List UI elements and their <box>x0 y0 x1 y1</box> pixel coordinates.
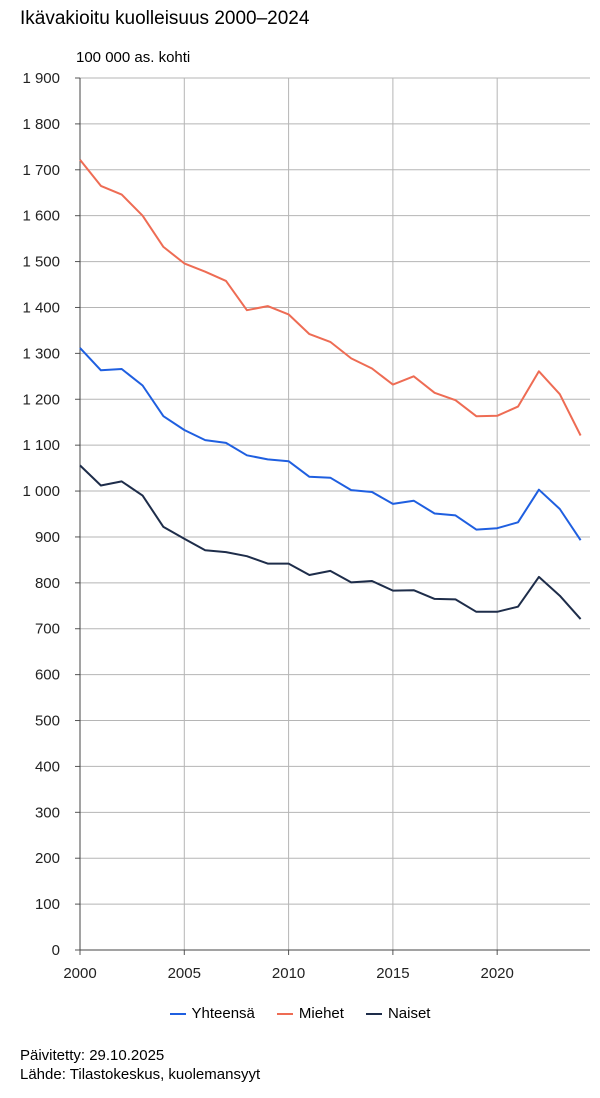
x-tick-label: 2010 <box>272 965 305 982</box>
footer: Päivitetty: 29.10.2025 Lähde: Tilastokes… <box>20 1046 260 1084</box>
line-chart: 0 100 200 300 400 500 600 700 800 900 1 000 1 100 1 … <box>22 70 590 982</box>
y-tick-label: 0 <box>52 942 60 959</box>
y-tick-label: 1 700 <box>22 162 60 179</box>
chart-title: Ikävakioitu kuolleisuus 2000–2024 <box>20 8 310 29</box>
legend-item: Yhteensä <box>169 1005 255 1022</box>
y-tick-label: 300 <box>35 804 60 821</box>
y-tick-label: 400 <box>35 758 60 775</box>
y-tick-label: 100 <box>35 896 60 913</box>
y-axis-label: 100 000 as. kohti <box>76 49 191 66</box>
y-tick-label: 700 <box>35 621 60 638</box>
y-tick-label: 1 600 <box>22 208 60 225</box>
y-tick-label: 1 800 <box>22 116 60 133</box>
y-tick-label: 1 900 <box>22 70 60 87</box>
series-line-yhteensä <box>79 347 582 541</box>
x-tick-label: 2000 <box>63 965 96 982</box>
legend: Yhteensä Miehet Naiset <box>0 1005 600 1022</box>
legend-label: Miehet <box>298 1005 344 1022</box>
y-tick-labels: 0 100 200 300 400 500 600 700 800 900 1 000 1 100 1 … <box>22 70 60 959</box>
updated-date: Päivitetty: 29.10.2025 <box>20 1047 165 1064</box>
y-tick-label: 600 <box>35 667 60 684</box>
y-tick-label: 1 400 <box>22 299 60 316</box>
x-tick-label: 2005 <box>168 965 201 982</box>
source-note: Lähde: Tilastokeskus, kuolemansyyt <box>20 1066 261 1083</box>
y-tick-label: 1 300 <box>22 345 60 362</box>
legend-label: Yhteensä <box>191 1005 255 1022</box>
y-tick-label: 500 <box>35 713 60 730</box>
series-line-miehet <box>79 159 582 436</box>
legend-label: Naiset <box>387 1005 431 1022</box>
y-tick-label: 900 <box>35 529 60 546</box>
series-lines <box>79 159 582 620</box>
x-tick-label: 2020 <box>480 965 513 982</box>
y-tick-label: 200 <box>35 850 60 867</box>
y-tick-label: 1 000 <box>22 483 60 500</box>
x-tick-label: 2015 <box>376 965 409 982</box>
grid-lines <box>79 77 590 951</box>
axes <box>75 77 590 955</box>
y-tick-label: 1 200 <box>22 391 60 408</box>
y-tick-label: 1 100 <box>22 437 60 454</box>
y-tick-label: 800 <box>35 575 60 592</box>
legend-swatch <box>365 1012 382 1015</box>
legend-item: Naiset <box>365 1005 431 1022</box>
x-tick-labels: 2000 2005 2010 2015 2020 <box>63 965 514 982</box>
y-tick-label: 1 500 <box>22 254 60 271</box>
legend-swatch <box>276 1012 293 1015</box>
legend-item: Miehet <box>276 1005 344 1022</box>
legend-swatch <box>169 1012 186 1015</box>
series-line-naiset <box>79 464 582 620</box>
